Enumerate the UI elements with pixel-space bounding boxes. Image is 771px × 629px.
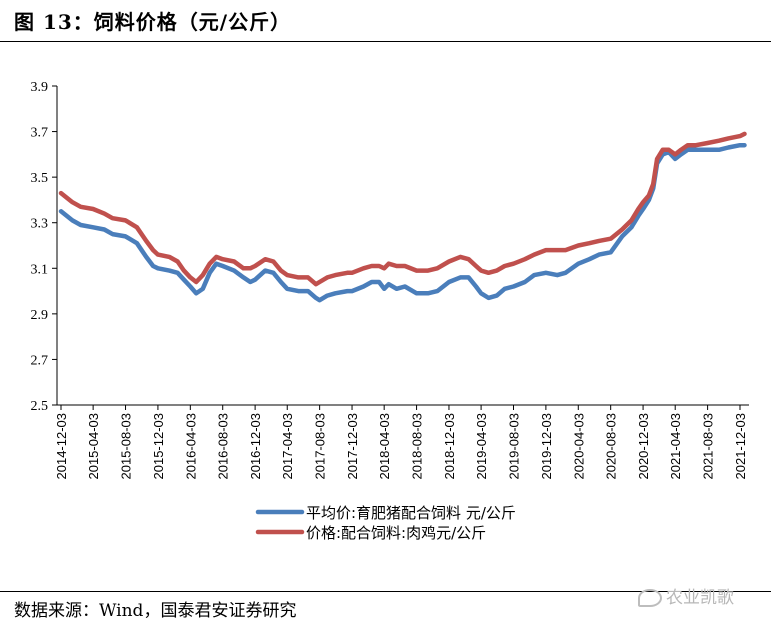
x-tick-label: 2020-04-03 [571, 413, 586, 480]
x-tick-label: 2020-12-03 [636, 413, 651, 480]
watermark-text: 农业凯歌 [666, 588, 734, 608]
y-tick-label: 2.7 [31, 353, 49, 368]
legend-label-2: 价格:配合饲料:肉鸡元/公斤 [306, 524, 486, 542]
x-tick-label: 2018-12-03 [442, 413, 457, 480]
x-tick-label: 2019-12-03 [539, 413, 554, 480]
y-axis-ticks: 2.5 2.7 2.9 3.1 3.3 3.5 3.7 3.9 [31, 80, 57, 414]
x-tick-label: 2017-04-03 [280, 413, 295, 480]
y-tick-label: 2.5 [31, 399, 49, 414]
x-tick-label: 2021-08-03 [701, 413, 716, 480]
y-tick-label: 3.5 [31, 171, 49, 186]
title-rule [0, 41, 771, 42]
x-tick-label: 2016-12-03 [248, 413, 263, 480]
x-tick-label: 2015-12-03 [151, 413, 166, 480]
source-rule [0, 591, 771, 592]
x-tick-label: 2016-04-03 [183, 413, 198, 480]
watermark: 农业凯歌 [638, 583, 734, 608]
x-tick-label: 2019-08-03 [506, 413, 521, 480]
x-tick-label: 2015-08-03 [119, 413, 134, 480]
x-tick-label: 2021-04-03 [668, 413, 683, 480]
series-line-2 [58, 131, 747, 287]
chart-axes [56, 86, 749, 406]
x-tick-label: 2018-08-03 [410, 413, 425, 480]
y-tick-label: 2.9 [31, 308, 49, 323]
x-tick-label: 2019-04-03 [474, 413, 489, 480]
x-tick-label: 2020-08-03 [604, 413, 619, 480]
wechat-icon [638, 589, 662, 607]
x-tick-label: 2017-08-03 [313, 413, 328, 480]
legend-label-1: 平均价:育肥猪配合饲料 元/公斤 [306, 504, 516, 522]
source-note: 数据来源：Wind，国泰君安证券研究 [14, 601, 297, 621]
figure-title: 图 13：饲料价格（元/公斤） [14, 10, 292, 34]
y-tick-label: 3.9 [31, 80, 49, 95]
line-chart: 2.5 2.7 2.9 3.1 3.3 3.5 3.7 3.9 2014-12-03 2015-… [31, 80, 749, 542]
x-tick-label: 2017-12-03 [345, 413, 360, 480]
y-tick-label: 3.7 [31, 126, 49, 141]
x-tick-label: 2021-12-03 [733, 413, 748, 480]
series-line-1 [58, 142, 747, 303]
x-tick-label: 2014-12-03 [54, 413, 69, 480]
x-tick-label: 2015-04-03 [86, 413, 101, 480]
x-tick-label: 2016-08-03 [216, 413, 231, 480]
x-tick-label: 2018-04-03 [377, 413, 392, 480]
series-lines [58, 131, 747, 303]
x-axis-ticks: 2014-12-03 2015-04-03 2015-08-03 2015-12-03… [54, 405, 748, 480]
y-tick-label: 3.1 [31, 262, 49, 277]
y-tick-label: 3.3 [31, 217, 49, 232]
